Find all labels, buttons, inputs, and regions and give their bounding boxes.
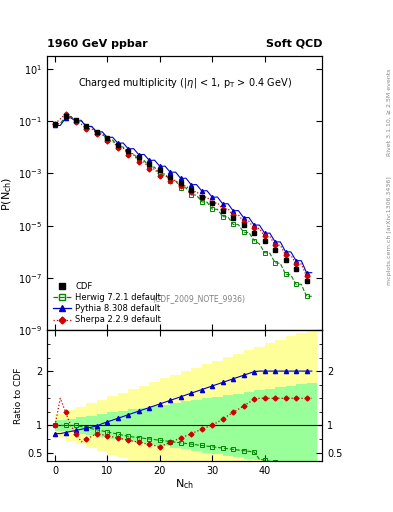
Legend: CDF, Herwig 7.2.1 default, Pythia 8.308 default, Sherpa 2.2.9 default: CDF, Herwig 7.2.1 default, Pythia 8.308 … bbox=[51, 281, 163, 326]
Y-axis label: P(N$_\mathregular{ch}$): P(N$_\mathregular{ch}$) bbox=[0, 176, 14, 210]
Text: Charged multiplicity ($|\eta|$ < 1, p$_\mathrm{T}$ > 0.4 GeV): Charged multiplicity ($|\eta|$ < 1, p$_\… bbox=[78, 75, 292, 90]
Text: 1960 GeV ppbar: 1960 GeV ppbar bbox=[47, 38, 148, 49]
Y-axis label: Ratio to CDF: Ratio to CDF bbox=[14, 368, 23, 424]
Text: Rivet 3.1.10, ≥ 2.5M events: Rivet 3.1.10, ≥ 2.5M events bbox=[387, 69, 392, 156]
Text: (CDF_2009_NOTE_9936): (CDF_2009_NOTE_9936) bbox=[152, 294, 245, 303]
Text: Soft QCD: Soft QCD bbox=[266, 38, 322, 49]
X-axis label: N$_\mathrm{ch}$: N$_\mathrm{ch}$ bbox=[175, 477, 194, 491]
Text: mcplots.cern.ch [arXiv:1306.3436]: mcplots.cern.ch [arXiv:1306.3436] bbox=[387, 176, 392, 285]
